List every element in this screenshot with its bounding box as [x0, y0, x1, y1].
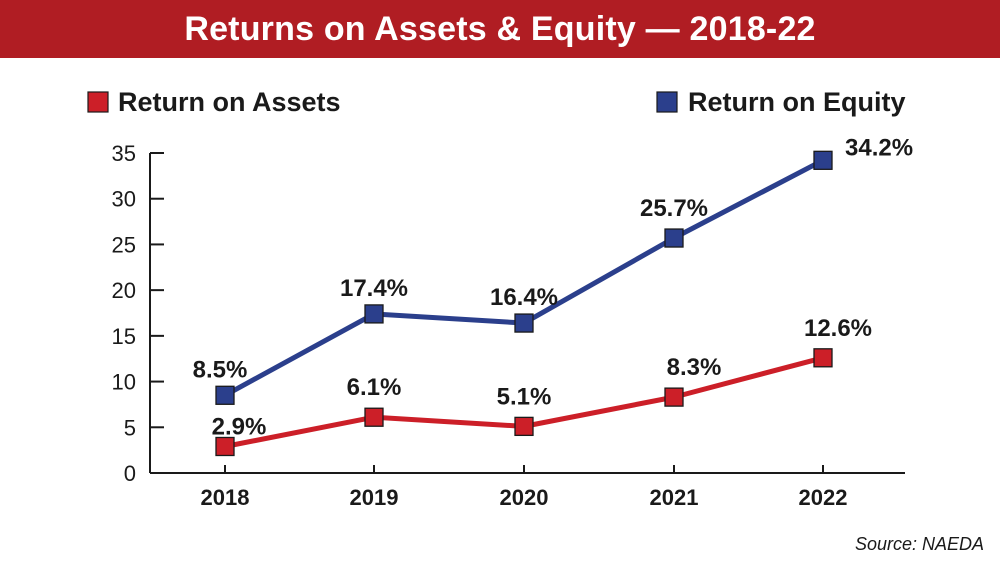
- data-label: 34.2%: [845, 134, 913, 161]
- data-point-marker: [813, 150, 833, 170]
- legend-swatch: [656, 91, 678, 113]
- data-label: 16.4%: [490, 284, 558, 311]
- data-labels: 2.9% 6.1% 5.1% 8.3% 12.6% 8.5% 17.4% 16.4% 25.7%…: [193, 134, 913, 440]
- y-tick-label: 25: [112, 232, 136, 257]
- data-label: 12.6%: [804, 315, 872, 342]
- data-point-marker: [215, 385, 235, 405]
- data-label: 5.1%: [497, 383, 552, 410]
- data-label: 6.1%: [347, 374, 402, 401]
- data-point-marker: [215, 436, 235, 457]
- y-tick-label: 5: [124, 415, 136, 440]
- data-point-marker: [514, 313, 534, 333]
- data-label: 2.9%: [212, 413, 267, 440]
- line-chart: Return on Assets Return on Equity 0 5 10 15 2…: [87, 87, 913, 510]
- data-label: 17.4%: [340, 275, 408, 302]
- y-tick-label: 0: [124, 461, 136, 486]
- series-points: [215, 150, 833, 457]
- y-tick-label: 15: [112, 324, 136, 349]
- source-note: Source: NAEDA: [854, 534, 984, 554]
- data-label: 25.7%: [640, 195, 708, 222]
- y-tick-label: 20: [112, 278, 136, 303]
- legend-label: Return on Assets: [118, 87, 341, 117]
- chart-title-bar: Returns on Assets & Equity — 2018-22: [0, 0, 1000, 58]
- legend-swatch: [87, 91, 109, 113]
- legend: Return on Assets Return on Equity: [87, 87, 906, 117]
- data-label: 8.3%: [667, 354, 722, 381]
- axes: 0 5 10 15 20 25 30 35 2018 2019 2020 2021 2022: [112, 141, 905, 510]
- x-tick-label: 2020: [500, 485, 549, 510]
- data-point-marker: [364, 407, 384, 427]
- x-tick-label: 2019: [350, 485, 399, 510]
- data-point-marker: [514, 416, 534, 437]
- y-tick-label: 35: [112, 141, 136, 166]
- data-point-marker: [664, 228, 684, 248]
- data-label: 8.5%: [193, 356, 248, 383]
- series-line: [223, 158, 825, 398]
- x-tick-label: 2018: [201, 485, 250, 510]
- data-point-marker: [813, 348, 833, 368]
- data-point-marker: [664, 387, 684, 407]
- y-tick-label: 30: [112, 187, 136, 212]
- chart-title: Returns on Assets & Equity — 2018-22: [184, 9, 816, 48]
- y-tick-label: 10: [112, 370, 136, 395]
- data-point-marker: [364, 304, 384, 324]
- x-tick-label: 2022: [799, 485, 848, 510]
- legend-label: Return on Equity: [688, 87, 906, 117]
- x-tick-label: 2021: [650, 485, 699, 510]
